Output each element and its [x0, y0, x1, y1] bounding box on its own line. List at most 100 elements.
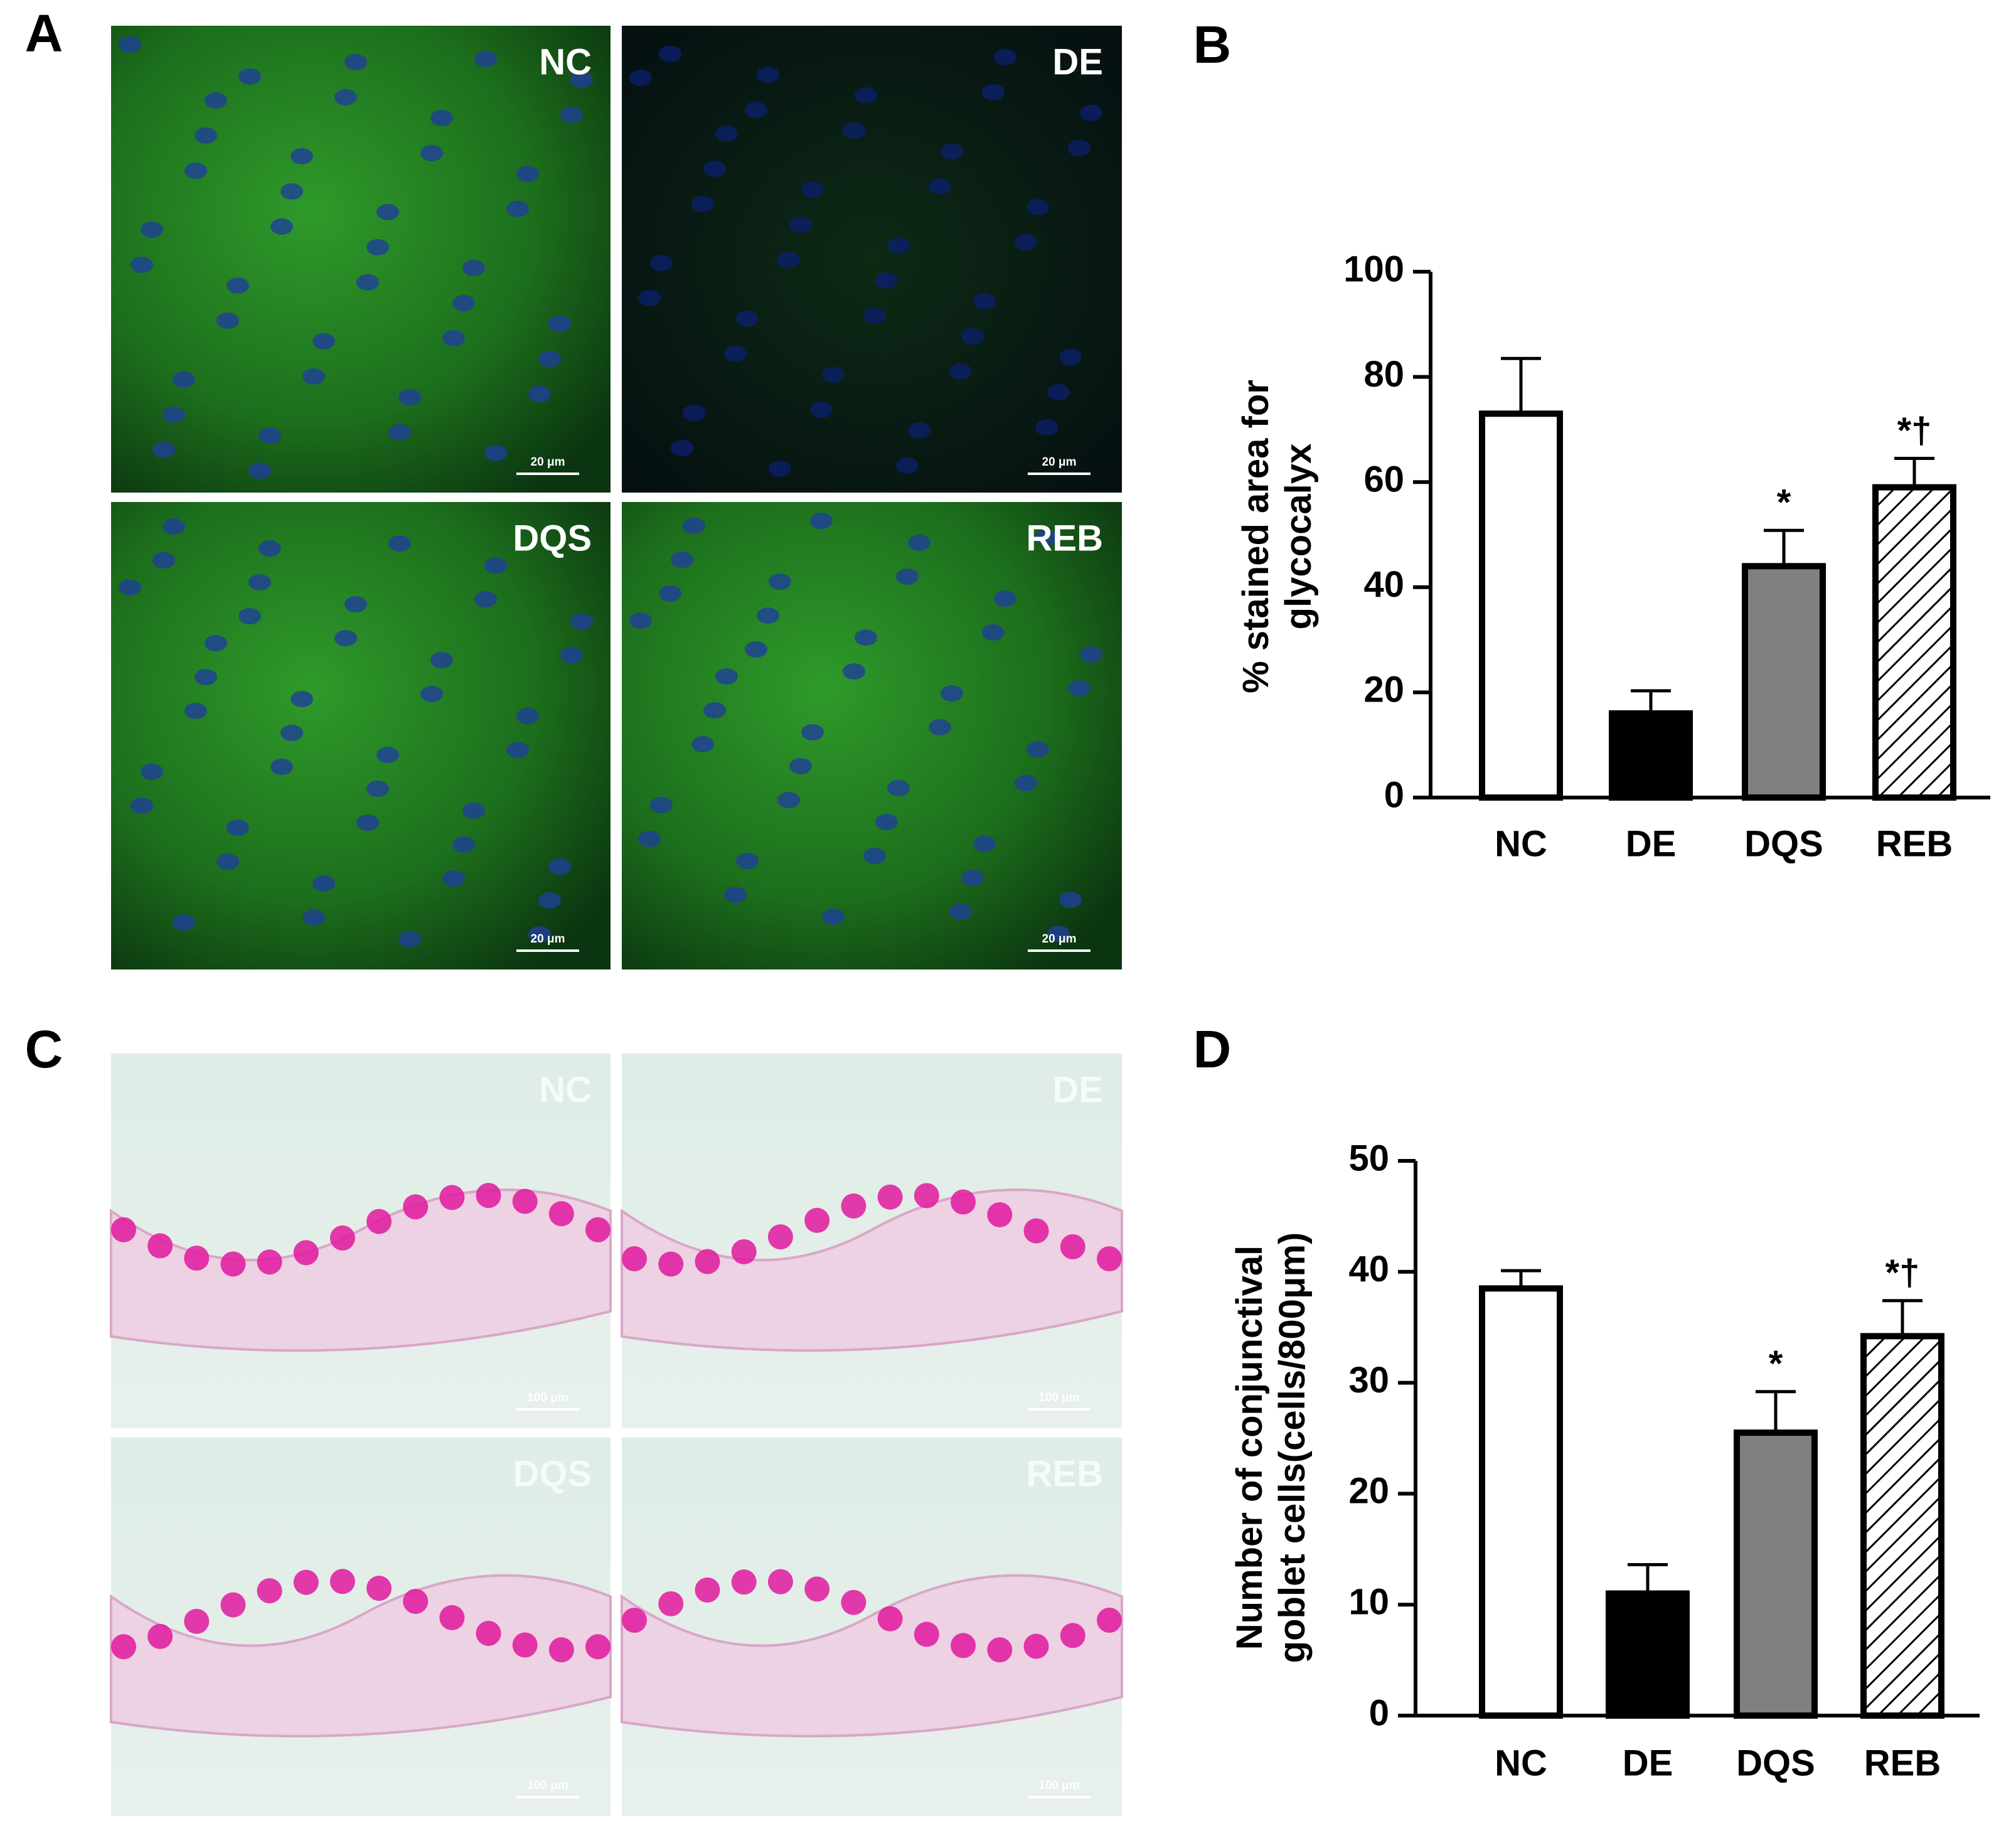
significance-mark: * [1777, 483, 1791, 523]
nucleus [227, 820, 249, 836]
nucleus [195, 127, 217, 144]
nucleus [1035, 530, 1058, 546]
tissue [110, 1188, 612, 1352]
nucleus [474, 591, 497, 607]
nucleus [973, 293, 996, 309]
nucleus [908, 422, 931, 439]
goblet-cell [658, 1591, 684, 1616]
nucleus [1027, 741, 1049, 757]
goblet-cell [1097, 1246, 1122, 1272]
nucleus [843, 663, 865, 680]
goblet-cell [366, 1576, 392, 1601]
goblet-cell [1060, 1234, 1085, 1259]
significance-mark: *† [1885, 1252, 1920, 1293]
nucleus [1080, 646, 1102, 663]
nucleus [973, 836, 996, 852]
nucleus [141, 222, 163, 238]
goblet-cell [987, 1637, 1013, 1663]
nucleus [173, 371, 195, 388]
y-tick-label: 20 [1348, 1471, 1389, 1512]
nucleus [280, 725, 303, 741]
nucleus [442, 870, 465, 887]
nucleus [462, 803, 485, 819]
nucleus [516, 708, 539, 724]
nucleus [548, 316, 571, 332]
goblet-cell [914, 1621, 939, 1647]
nucleus [724, 887, 747, 903]
nucleus [777, 792, 800, 808]
nucleus [152, 442, 175, 458]
nucleus [474, 51, 497, 67]
goblet-cell [329, 1569, 355, 1594]
nucleus [659, 585, 681, 602]
goblet-cell [548, 1201, 574, 1227]
nucleus [344, 596, 367, 612]
nucleus [875, 814, 898, 830]
nucleus [929, 719, 951, 735]
tissue [621, 1574, 1123, 1738]
goblet-cell [877, 1606, 903, 1631]
nucleus [356, 814, 379, 831]
nucleus [715, 668, 738, 685]
nucleus [462, 260, 485, 276]
nucleus [801, 181, 824, 198]
nucleus [312, 333, 335, 350]
micrograph [622, 502, 1122, 969]
nucleus [736, 311, 759, 327]
nucleus [291, 148, 313, 164]
bar [1479, 410, 1563, 801]
nucleus [650, 255, 673, 271]
nucleus [887, 780, 910, 796]
nucleus [560, 107, 583, 123]
nucleus [875, 272, 898, 289]
goblet-cell [1023, 1218, 1049, 1244]
nucleus [259, 427, 281, 444]
nucleus [163, 518, 185, 535]
y-tick-label: 60 [1363, 459, 1404, 500]
nucleus [302, 909, 325, 926]
goblet-cell [366, 1209, 392, 1234]
scale-label: 100 μm [527, 1779, 568, 1792]
nucleus [205, 635, 227, 651]
nucleus [216, 312, 239, 329]
goblet-cell [293, 1240, 319, 1266]
goblet-cell [951, 1189, 976, 1215]
goblet-cell [695, 1249, 720, 1274]
nucleus [745, 102, 767, 118]
nucleus [291, 691, 313, 707]
goblet-cell [111, 1217, 136, 1242]
nucleus [452, 295, 475, 311]
nucleus [528, 386, 551, 402]
goblet-cell [951, 1633, 976, 1658]
goblet-cell [658, 1251, 684, 1277]
y-tick-label: 40 [1348, 1249, 1389, 1290]
nucleus [801, 724, 824, 740]
goblet-cell [512, 1188, 538, 1214]
goblet-cell [512, 1632, 538, 1658]
x-tick-label: REB [1864, 1743, 1941, 1783]
y-axis-label-line: Number of conjunctival [1229, 1246, 1270, 1650]
goblet-cell [622, 1608, 647, 1633]
nucleus [683, 518, 705, 534]
goblet-cell [914, 1183, 939, 1209]
micrograph [111, 26, 611, 493]
scale-label: 100 μm [1038, 1779, 1080, 1792]
goblet-cell [877, 1184, 903, 1210]
nucleus [757, 67, 779, 83]
nucleus [822, 909, 845, 925]
y-tick-label: 10 [1348, 1582, 1389, 1623]
image-label: NC [539, 41, 592, 82]
nucleus [724, 346, 747, 362]
goblet-cell [257, 1249, 282, 1275]
nucleus [949, 904, 972, 920]
nucleus [1015, 234, 1037, 250]
significance-mark: *† [1897, 410, 1932, 451]
nucleus [1068, 140, 1091, 156]
nucleus [356, 274, 379, 291]
goblet-cell [476, 1621, 501, 1647]
nucleus [398, 931, 421, 948]
scale-label: 20 μm [531, 932, 565, 946]
goblet-cell [731, 1239, 757, 1264]
nucleus [683, 405, 705, 421]
nucleus [810, 513, 833, 529]
